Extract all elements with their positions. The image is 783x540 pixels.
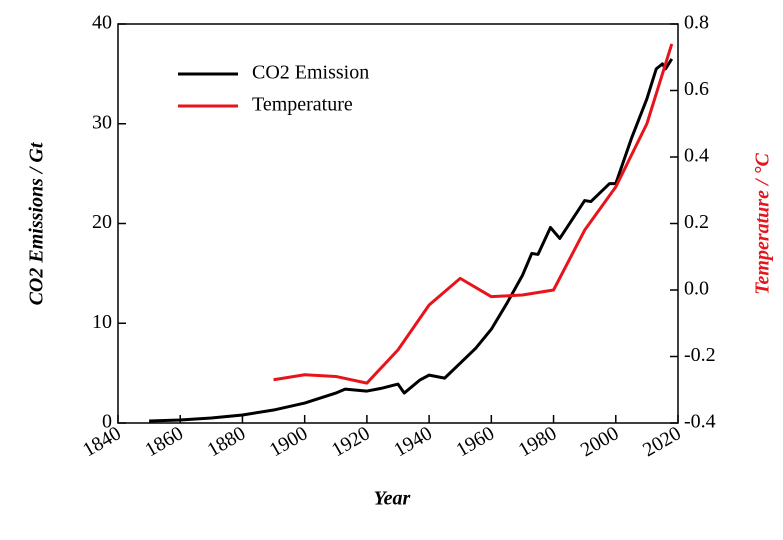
y2-tick-label: -0.4 [684,411,716,433]
plot-frame [117,23,679,424]
x-axis-label: Year [374,488,411,510]
x-tick-label: 1880 [204,422,250,461]
line-series [149,58,674,423]
line-series [273,43,674,385]
y2-tick-label: -0.2 [684,344,716,366]
y2-tick-label: 0.0 [684,278,709,300]
y-tick-label: 40 [92,12,112,34]
y-tick-label: 20 [92,211,112,233]
y-tick-label: 0 [102,411,112,433]
x-tick-label: 1940 [390,422,436,461]
y2-tick-label: 0.4 [684,145,709,167]
legend-label: Temperature [252,94,353,116]
x-tick-label: 1860 [141,422,187,461]
y2-tick-label: 0.6 [684,78,709,100]
x-tick-label: 1920 [328,422,374,461]
y2-tick-label: 0.8 [684,12,709,34]
x-tick-label: 2000 [577,422,623,461]
y-axis-label: CO2 Emissions / Gt [26,141,48,305]
x-tick-label: 1980 [515,422,561,461]
y-tick-label: 30 [92,111,112,133]
y2-axis-label: Temperature / °C [752,152,774,294]
x-tick-label: 1900 [266,422,312,461]
x-tick-label: 1840 [79,422,125,461]
y2-tick-label: 0.2 [684,211,709,233]
y-tick-label: 10 [92,311,112,333]
x-tick-label: 2020 [639,422,685,461]
x-tick-label: 1960 [452,422,498,461]
legend-label: CO2 Emission [252,62,369,84]
